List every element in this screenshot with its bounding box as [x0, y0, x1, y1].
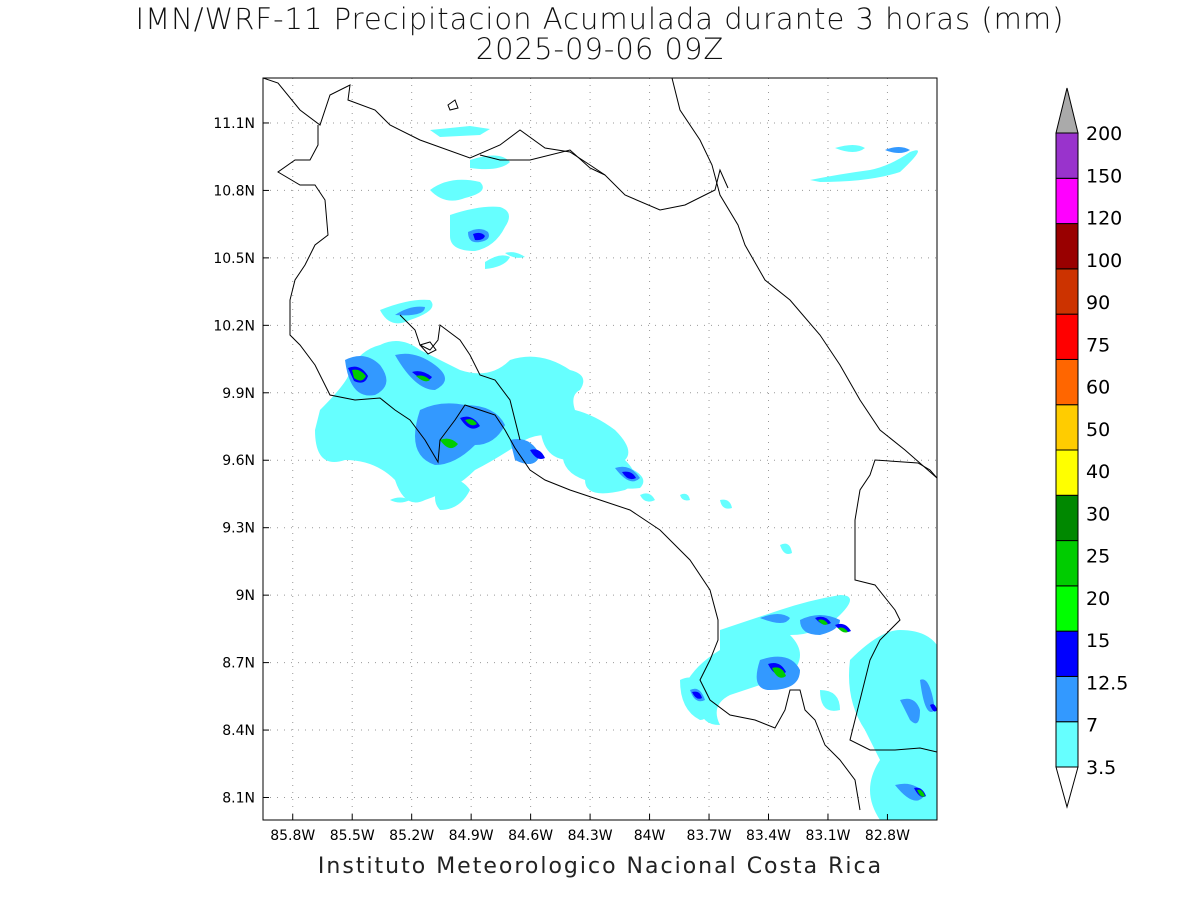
- colorbar-swatch: [1055, 358, 1079, 406]
- lon-tick-label: 83.4W: [746, 828, 791, 844]
- colorbar-swatch: [1055, 223, 1079, 270]
- colorbar-label: 30: [1086, 503, 1110, 525]
- lon-tick-label: 85.5W: [330, 828, 375, 844]
- colorbar-swatch: [1055, 177, 1079, 225]
- precip-field: [315, 126, 937, 820]
- map-title: IMN/WRF-11 Precipitacion Acumulada duran…: [135, 2, 1065, 36]
- precip-core-ne: [885, 147, 910, 153]
- precip-region-central3: [540, 416, 792, 554]
- colorbar-label: 15: [1086, 630, 1110, 652]
- lat-tick-label: 8.7N: [222, 656, 255, 672]
- colorbar-label: 100: [1086, 250, 1122, 272]
- precip-region-north4: [485, 252, 525, 269]
- border-nicaragua: [479, 149, 606, 176]
- precip-core-north: [473, 232, 485, 241]
- colorbar-label: 12.5: [1086, 672, 1128, 694]
- axis-ticks: 11.1N 10.8N 10.5N 10.2N 9.9N 9.6N 9.3N 9N 8.7N 8.…: [213, 116, 910, 844]
- coastline-panama: [849, 459, 937, 753]
- colorbar-swatch: [1055, 404, 1079, 451]
- colorbar-label: 3.5: [1086, 757, 1116, 779]
- colorbar-label: 60: [1086, 377, 1110, 399]
- lat-tick-label: 8.4N: [222, 723, 255, 739]
- colorbar-label: 40: [1086, 461, 1110, 483]
- map-datetime: 2025-09-06 09Z: [475, 32, 725, 66]
- coastline-caribbean: [671, 78, 937, 479]
- colorbar-swatch: [1055, 449, 1079, 496]
- lat-tick-label: 11.1N: [213, 116, 255, 132]
- lon-tick-label: 85.8W: [270, 828, 315, 844]
- lon-tick-label: 83.7W: [687, 828, 732, 844]
- colorbar-label: 150: [1086, 165, 1122, 187]
- colorbar-under-triangle: [1055, 766, 1079, 809]
- lake-nicaragua: [447, 99, 459, 111]
- colorbar-swatch: [1055, 313, 1079, 360]
- colorbar-label: 50: [1086, 419, 1110, 441]
- colorbar-swatch: [1055, 630, 1079, 677]
- colorbar: 3.5 7 12.5 15 20 25 30 40 50 60 75 90 100 120 150 200: [1055, 87, 1128, 809]
- precip-region-north: [430, 126, 490, 137]
- colorbar-swatch: [1055, 585, 1079, 632]
- colorbar-label: 7: [1086, 715, 1098, 737]
- colorbar-swatch: [1055, 540, 1079, 587]
- colorbar-over-triangle: [1055, 87, 1079, 134]
- lat-tick-label: 9N: [236, 588, 255, 604]
- map-frame: [262, 77, 938, 821]
- lon-tick-label: 84.6W: [508, 828, 553, 844]
- lat-tick-label: 10.2N: [213, 318, 255, 334]
- lat-tick-label: 10.8N: [213, 183, 255, 199]
- lon-tick-label: 85.2W: [389, 828, 434, 844]
- precip-region-north2: [430, 155, 510, 251]
- coastlines-borders: [263, 78, 937, 811]
- precip-region-south2: [680, 630, 937, 820]
- colorbar-swatch: [1055, 675, 1079, 723]
- lat-tick-label: 9.3N: [222, 521, 255, 537]
- footer-credit: Instituto Meteorologico Nacional Costa R…: [317, 854, 884, 879]
- lon-tick-label: 84.9W: [449, 828, 494, 844]
- lon-tick-label: 84W: [634, 828, 666, 844]
- island: [419, 341, 437, 355]
- colorbar-swatch: [1055, 268, 1079, 315]
- colorbar-swatch: [1055, 721, 1079, 768]
- precip-core-central: [345, 306, 640, 482]
- colorbar-swatch: [1055, 132, 1079, 179]
- coastline-nw: [277, 125, 861, 811]
- lon-tick-label: 84.3W: [568, 828, 613, 844]
- lat-tick-label: 9.9N: [222, 386, 255, 402]
- precip-region-ne: [810, 145, 918, 182]
- lat-tick-label: 8.1N: [222, 791, 255, 807]
- colorbar-label: 200: [1086, 123, 1122, 145]
- lon-tick-label: 82.8W: [865, 828, 910, 844]
- colorbar-label: 90: [1086, 292, 1110, 314]
- colorbar-label: 120: [1086, 208, 1122, 230]
- lon-tick-label: 83.1W: [805, 828, 850, 844]
- precip-region-central2: [380, 299, 470, 510]
- colorbar-label: 20: [1086, 588, 1110, 610]
- colorbar-swatch: [1055, 494, 1079, 542]
- precip-core-central3: [352, 369, 477, 449]
- coastline-pacific: [263, 78, 729, 211]
- colorbar-label: 25: [1086, 546, 1110, 568]
- lat-tick-label: 9.6N: [222, 453, 255, 469]
- lat-tick-label: 10.5N: [213, 251, 255, 267]
- colorbar-label: 75: [1086, 334, 1110, 356]
